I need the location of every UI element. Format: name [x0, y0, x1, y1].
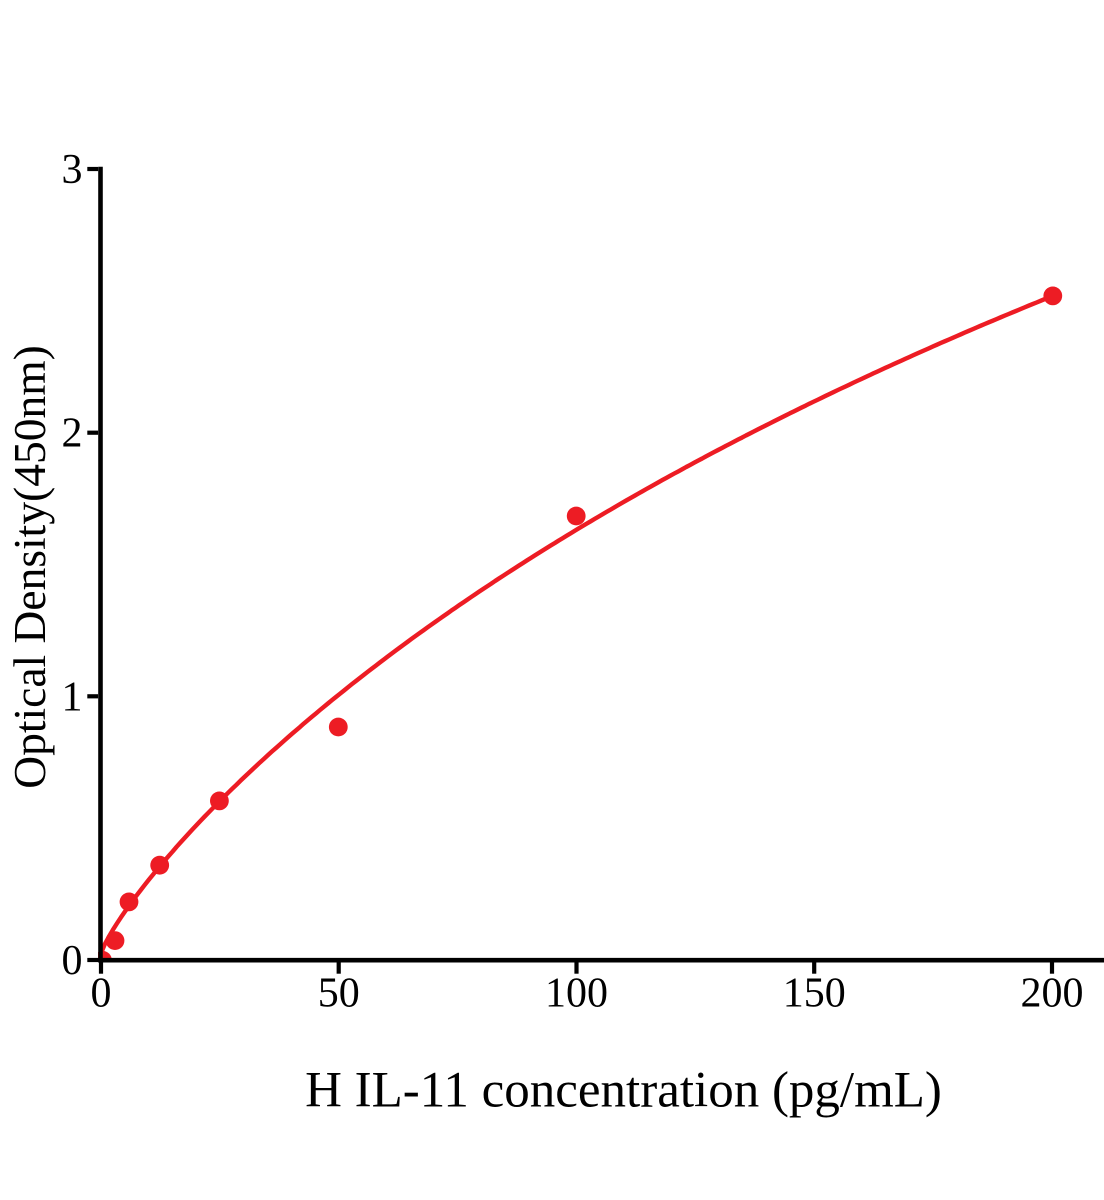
svg-text:3: 3 — [62, 147, 83, 193]
svg-text:Optical Density(450nm): Optical Density(450nm) — [4, 345, 55, 789]
svg-text:50: 50 — [318, 970, 360, 1016]
svg-text:0: 0 — [62, 938, 83, 984]
svg-text:0: 0 — [91, 970, 112, 1016]
svg-text:200: 200 — [1021, 970, 1084, 1016]
svg-text:H IL-11 concentration (pg/mL): H IL-11 concentration (pg/mL) — [305, 1062, 942, 1118]
svg-text:100: 100 — [545, 970, 608, 1016]
svg-text:2: 2 — [62, 411, 83, 457]
svg-text:150: 150 — [783, 970, 846, 1016]
svg-text:1: 1 — [62, 674, 83, 720]
